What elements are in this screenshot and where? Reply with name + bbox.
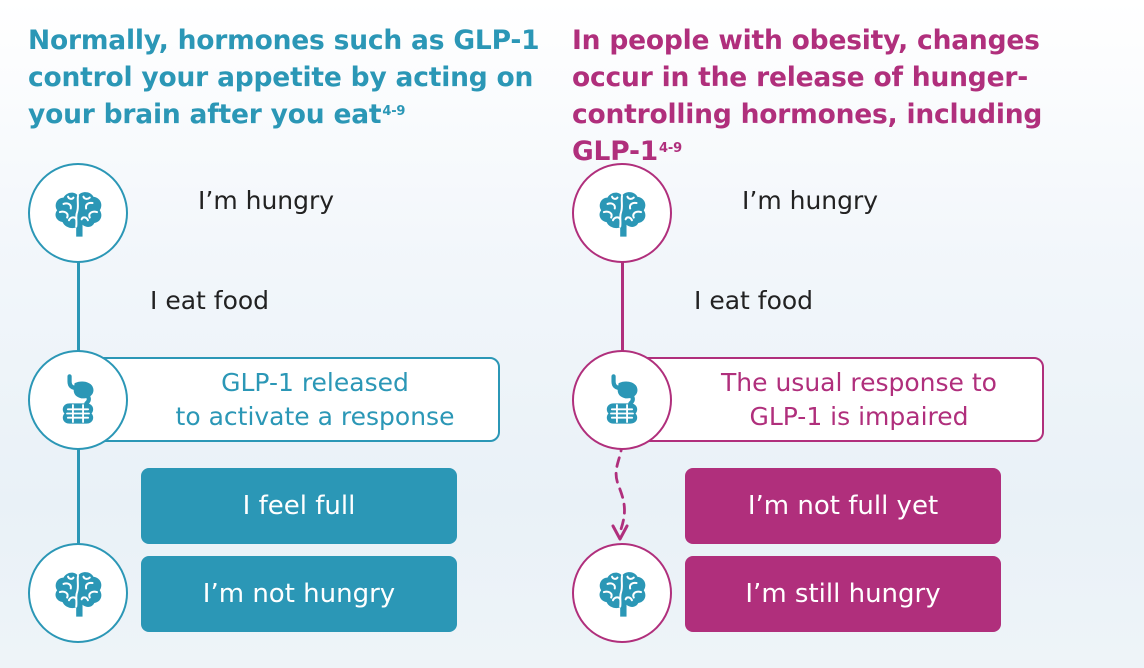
right-not-full-box: I’m not full yet [685, 468, 1001, 544]
left-heading-reference: 4-9 [382, 104, 406, 119]
right-brain-circle-top [572, 163, 672, 263]
obesity-response-column: In people with obesity, changes occur in… [572, 0, 1144, 668]
dashed-arrow-icon [611, 440, 629, 541]
digestive-system-icon [595, 373, 649, 427]
brain-icon [49, 184, 107, 242]
left-gut-circle [28, 350, 128, 450]
right-gut-circle [572, 350, 672, 450]
left-step-hungry: I’m hungry [198, 186, 335, 215]
right-step-hungry: I’m hungry [742, 186, 879, 215]
right-heading: In people with obesity, changes occur in… [572, 25, 1043, 167]
right-brain-circle-bottom [572, 543, 672, 643]
left-glp1-line2: to activate a response [175, 401, 455, 431]
left-brain-circle-bottom [28, 543, 128, 643]
left-glp1-released-box: GLP-1 released to activate a response [80, 357, 500, 442]
left-step-eat-food: I eat food [150, 286, 270, 315]
left-heading: Normally, hormones such as GLP-1 control… [28, 25, 540, 130]
left-glp1-line1: GLP-1 released [221, 367, 409, 397]
right-impaired-response-box: The usual response to GLP-1 is impaired [624, 357, 1044, 442]
right-still-hungry-box: I’m still hungry [685, 556, 1001, 632]
right-impaired-line1: The usual response to [721, 367, 997, 397]
left-brain-circle-top [28, 163, 128, 263]
right-connector-line [621, 212, 624, 387]
brain-icon [593, 184, 651, 242]
right-heading-reference: 4-9 [659, 141, 682, 156]
brain-icon [593, 564, 651, 622]
digestive-system-icon [51, 373, 105, 427]
left-not-hungry-box: I’m not hungry [141, 556, 457, 632]
normal-response-column: Normally, hormones such as GLP-1 control… [28, 25, 540, 643]
right-step-eat-food: I eat food [694, 286, 814, 315]
brain-icon [49, 564, 107, 622]
right-impaired-line2: GLP-1 is impaired [749, 401, 969, 431]
left-feel-full-box: I feel full [141, 468, 457, 544]
